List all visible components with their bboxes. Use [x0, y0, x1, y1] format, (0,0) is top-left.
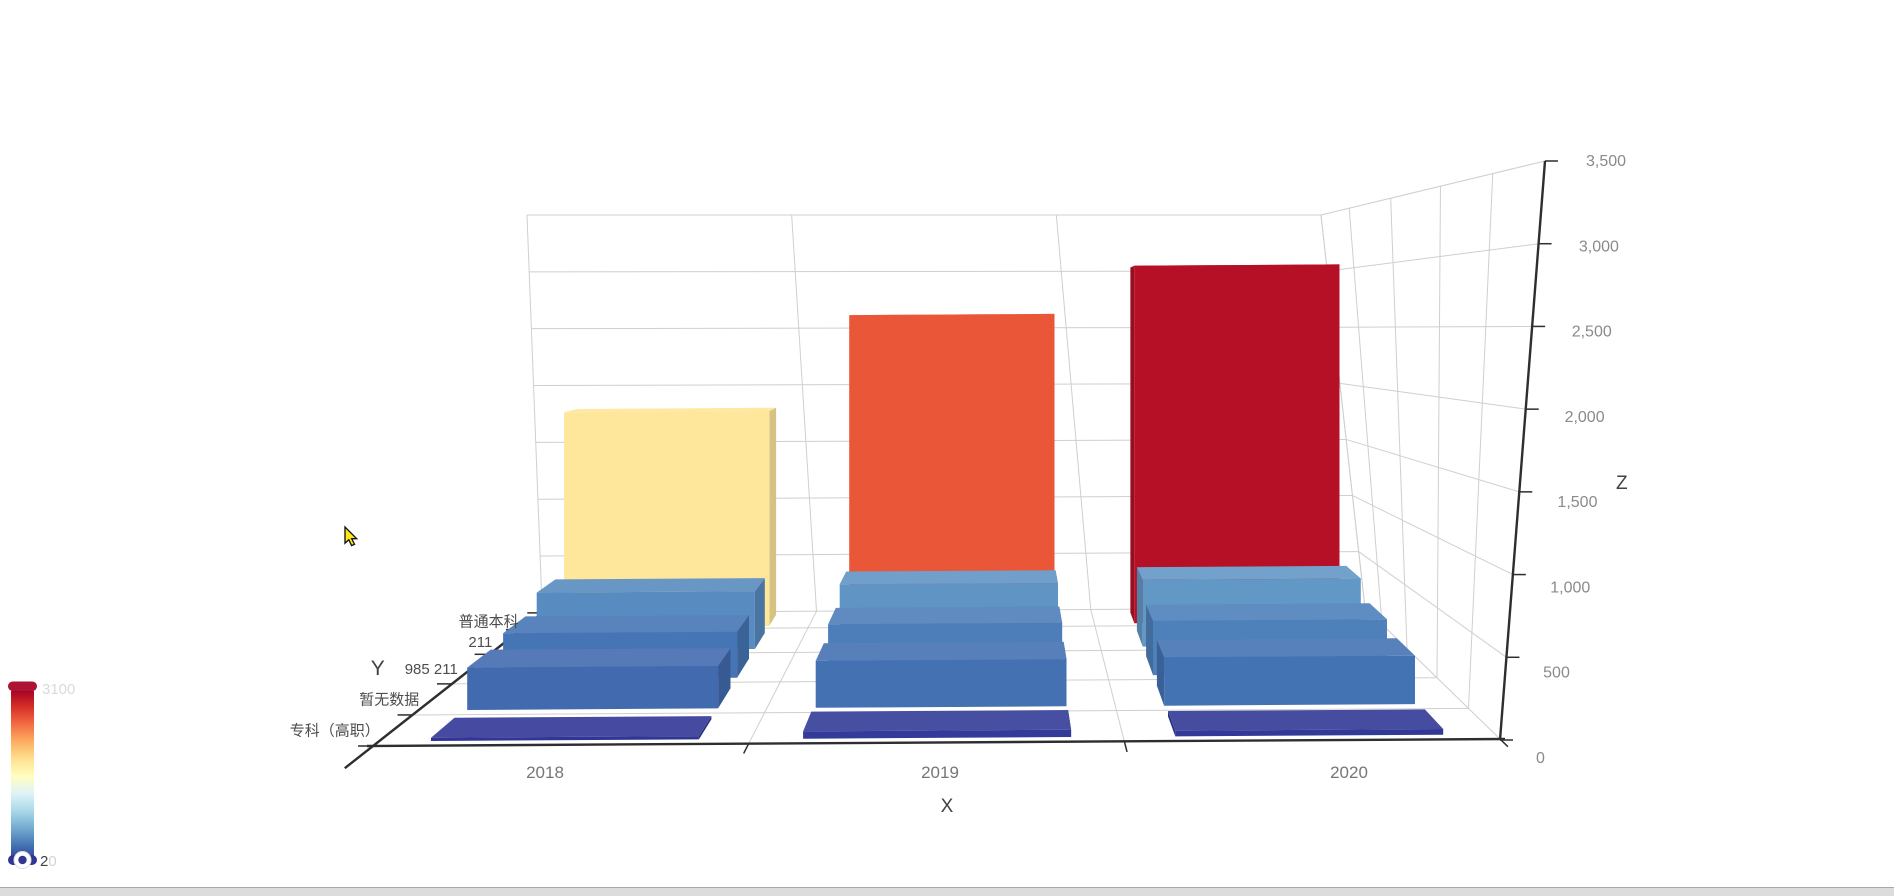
bar-front-face — [1164, 655, 1415, 706]
bar-2019-暂无数据[interactable] — [815, 641, 1067, 708]
grid-line — [1364, 607, 1501, 740]
y-tick-label: 211 — [468, 634, 492, 651]
bar-front-face — [1134, 264, 1340, 624]
bar-top-face — [1168, 709, 1444, 731]
cursor-arrow-icon — [344, 525, 359, 547]
bar-front-face — [467, 666, 719, 710]
bar-side-face — [1136, 567, 1143, 647]
visualmap-max-handle[interactable] — [8, 681, 37, 692]
z-tick-label: 2,500 — [1572, 324, 1612, 341]
grid-line — [526, 214, 543, 613]
z-tick-label: 2,000 — [1565, 409, 1605, 426]
grid-line — [1333, 325, 1533, 328]
bar-2019-专科（高职）[interactable] — [803, 710, 1072, 739]
bar3d-series — [431, 264, 1444, 741]
x-tick-label: 2018 — [526, 763, 564, 782]
visualmap-max-label: 3100 — [42, 681, 76, 698]
grid-line — [1468, 173, 1494, 709]
x-tick-label: 2019 — [921, 763, 959, 782]
bar-2019-普通本科[interactable] — [849, 313, 1055, 626]
x-tick-label: 2020 — [1330, 763, 1368, 782]
bar-2018-专科（高职）[interactable] — [431, 716, 712, 741]
bar-2020-暂无数据[interactable] — [1156, 638, 1415, 706]
bar-top-face — [467, 648, 731, 668]
z-tick-label: 500 — [1543, 665, 1570, 682]
bar-front-face — [431, 736, 699, 741]
grid-line — [1339, 382, 1526, 410]
bar-2018-普通本科[interactable] — [564, 407, 777, 627]
grid-line — [742, 743, 750, 754]
y-tick-label: 普通本科 — [459, 613, 519, 630]
z-tick-label: 0 — [1536, 750, 1545, 767]
axes — [344, 160, 1558, 770]
z-tick-label: 3,000 — [1579, 238, 1619, 255]
bar-side-face — [1130, 265, 1135, 624]
bar-top-face — [1146, 603, 1387, 621]
grid-line — [1320, 160, 1546, 216]
bar-top-face — [1136, 565, 1361, 580]
bar-side-face — [1168, 711, 1176, 737]
bar-top-face — [503, 615, 749, 634]
bar-top-face — [431, 716, 712, 738]
grid-line — [1348, 208, 1383, 625]
bar-front-face — [849, 313, 1055, 626]
y-tick-label: 暂无数据 — [359, 691, 419, 708]
window-bottom-scrollbar[interactable] — [0, 887, 1894, 896]
x-axis-name: X — [941, 796, 954, 817]
mouse-cursor — [344, 525, 359, 547]
bar-2018-暂无数据[interactable] — [467, 648, 731, 710]
grid-line — [363, 745, 374, 754]
visualmap-gradient-bar[interactable] — [11, 690, 34, 862]
bar-side-face — [769, 407, 777, 626]
grid-line — [1123, 741, 1128, 753]
axis-labels: 0 500 1,000 1,500 2,000 2,500 3,000 3,500 2018 20… — [290, 153, 1628, 817]
visualmap-min-label: 20 — [40, 853, 57, 870]
bar-top-face — [536, 578, 765, 593]
z-tick-label: 1,500 — [1557, 494, 1597, 511]
grid-line — [748, 610, 817, 744]
bar-top-face — [1156, 638, 1415, 658]
grid-line — [1358, 551, 1507, 658]
grid-line — [1498, 160, 1547, 741]
bar-2020-普通本科[interactable] — [1130, 264, 1340, 624]
bar-top-face — [803, 710, 1072, 732]
bar-side-face — [754, 578, 765, 649]
grid3d-right-wall — [1320, 160, 1546, 709]
z-axis-name: Z — [1616, 473, 1628, 494]
bar-front-face — [803, 729, 1072, 739]
bar-top-face — [828, 606, 1063, 625]
z-tick-label: 1,000 — [1550, 579, 1590, 596]
grid-line — [791, 214, 818, 612]
bar-side-face — [698, 716, 712, 740]
bar-side-face — [718, 648, 731, 709]
grid-line — [1390, 198, 1408, 649]
grid-line — [1436, 186, 1441, 678]
z-tick-label: 3,500 — [1586, 153, 1626, 170]
bar-side-face — [737, 615, 749, 678]
grid-line — [1090, 609, 1125, 742]
y-axis-name: Y — [371, 657, 385, 680]
bar-front-face — [815, 659, 1067, 708]
bar-side-face — [1146, 604, 1153, 676]
y-tick-label: 专科（高职） — [290, 722, 380, 739]
grid-line — [1327, 243, 1539, 272]
bar-2020-专科（高职）[interactable] — [1168, 709, 1444, 737]
bar-top-face — [564, 407, 777, 413]
y-tick-label: 985 211 — [405, 661, 458, 678]
bar-top-face — [815, 641, 1067, 661]
bar-side-face — [1156, 639, 1165, 706]
grid-line — [366, 737, 1506, 748]
grid-line — [1345, 438, 1520, 493]
visualmap-legend[interactable] — [8, 681, 37, 869]
bar-front-face — [1175, 729, 1444, 737]
bar-front-face — [564, 411, 770, 627]
visualmap-min-handle-dot — [18, 855, 27, 865]
grid-line — [1352, 495, 1514, 576]
grid-line — [1055, 214, 1092, 610]
bar-top-face — [839, 570, 1058, 585]
